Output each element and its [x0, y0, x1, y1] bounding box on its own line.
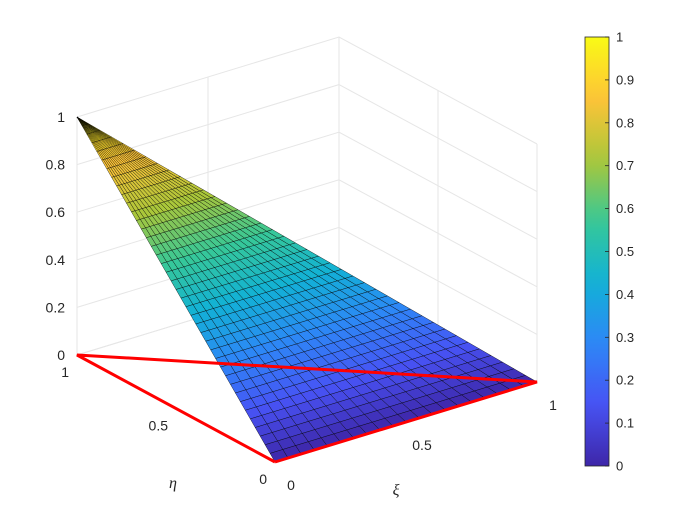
xi-tick-label: 1: [549, 397, 557, 413]
xi-tick-label: 0: [287, 477, 295, 493]
z-tick-label: 0: [57, 347, 65, 363]
xi-tick-label: 0.5: [412, 437, 432, 453]
colorbar-tick-label: 0.9: [616, 72, 634, 87]
colorbar-tick-label: 0.8: [616, 115, 634, 130]
colorbar-tick-label: 0.7: [616, 158, 634, 173]
eta-tick-label: 0.5: [149, 418, 169, 434]
colorbar: 0 0.1 0.2 0.3 0.4 0.5 0.6 0.7 0.8 0.9 1: [584, 30, 634, 474]
domain-outline-line: [76, 353, 538, 464]
z-tick-label: 1: [57, 109, 65, 125]
colorbar-tick-label: 0.6: [616, 201, 634, 216]
colorbar-tick-label: 0.5: [616, 244, 634, 259]
colorbar-tick-label: 0.2: [616, 373, 634, 388]
colorbar-tick-label: 1: [616, 30, 623, 45]
colorbar-tick-label: 0.4: [616, 287, 634, 302]
domain-outline: [76, 353, 538, 464]
z-tick-label: 0.8: [46, 157, 66, 173]
z-tick-label: 0.2: [46, 299, 66, 315]
xi-axis-label: ξ: [393, 482, 400, 499]
eta-axis-label: η: [169, 475, 177, 492]
colorbar-tick-label: 0.3: [616, 330, 634, 345]
colorbar-tick-label: 0.1: [616, 416, 634, 431]
eta-tick-label: 1: [61, 364, 69, 380]
surface-plot: [76, 116, 538, 463]
colorbar-tick-label: 0: [616, 459, 623, 474]
eta-tick-label: 0: [259, 471, 267, 487]
z-tick-label: 0.4: [46, 252, 66, 268]
z-tick-label: 0.6: [46, 204, 66, 220]
grid-line-z-5: [76, 36, 538, 145]
